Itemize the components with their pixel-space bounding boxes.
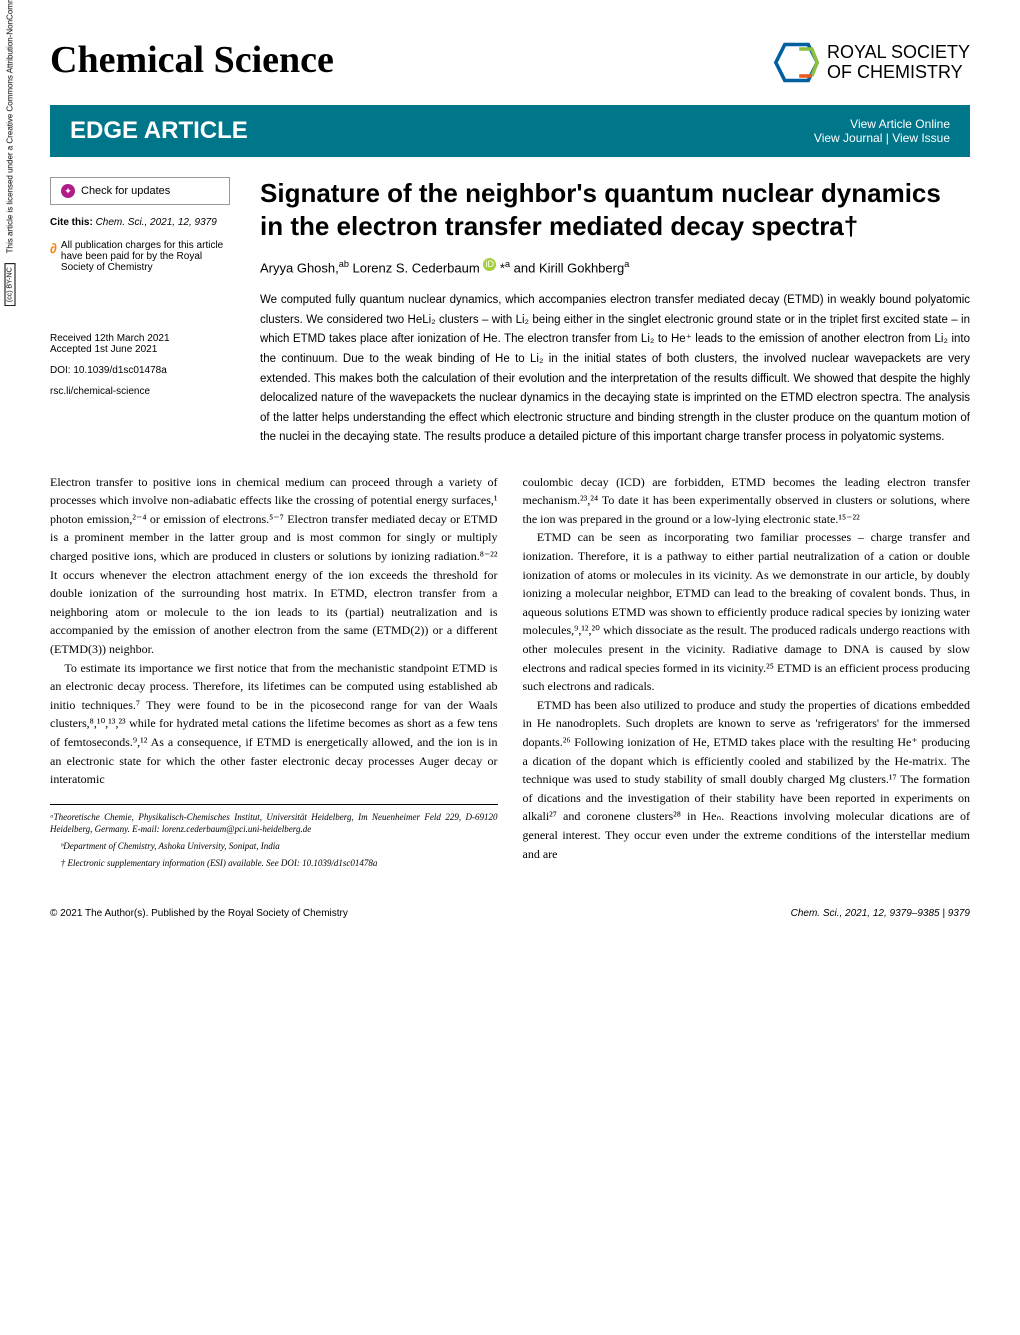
cite-label: Cite this:: [50, 217, 93, 228]
received-date: Received 12th March 2021: [50, 333, 230, 344]
copyright-text: © 2021 The Author(s). Published by the R…: [50, 908, 348, 919]
footnote-a: ᵃTheoretische Chemie, Physikalisch-Chemi…: [50, 811, 498, 836]
open-access-icon: ∂: [50, 240, 57, 256]
body-para-5: ETMD has been also utilized to produce a…: [523, 696, 971, 863]
authors-list: Aryya Ghosh,ab Lorenz S. Cederbaum iD *a…: [260, 258, 970, 275]
journal-short-link[interactable]: rsc.li/chemical-science: [50, 386, 230, 397]
footnotes-block: ᵃTheoretische Chemie, Physikalisch-Chemi…: [50, 804, 498, 869]
check-updates-label: Check for updates: [81, 185, 170, 197]
footnote-b: ᵇDepartment of Chemistry, Ashoka Univers…: [50, 840, 498, 853]
body-para-1: Electron transfer to positive ions in ch…: [50, 473, 498, 659]
doi-text: DOI: 10.1039/d1sc01478a: [50, 365, 230, 376]
body-para-2: To estimate its importance we first noti…: [50, 659, 498, 789]
body-para-3: coulombic decay (ICD) are forbidden, ETM…: [523, 473, 971, 529]
article-type-banner: EDGE ARTICLE View Article Online View Jo…: [50, 105, 970, 157]
article-body: Electron transfer to positive ions in ch…: [50, 473, 970, 873]
page-citation: Chem. Sci., 2021, 12, 9379–9385 | 9379: [791, 908, 970, 919]
article-type-label: EDGE ARTICLE: [70, 117, 248, 145]
citation-block: Cite this: Chem. Sci., 2021, 12, 9379: [50, 217, 230, 228]
publisher-name-2: OF CHEMISTRY: [827, 63, 970, 83]
journal-title: Chemical Science: [50, 40, 334, 82]
view-journal-link[interactable]: View Journal: [814, 131, 882, 145]
rsc-hexagon-icon: [774, 40, 819, 85]
license-text: This article is licensed under a Creativ…: [6, 0, 15, 253]
footnote-esi: † Electronic supplementary information (…: [50, 857, 498, 870]
article-title: Signature of the neighbor's quantum nucl…: [260, 177, 970, 242]
publisher-logo: ROYAL SOCIETY OF CHEMISTRY: [774, 40, 970, 85]
accepted-date: Accepted 1st June 2021: [50, 344, 230, 355]
publisher-name-1: ROYAL SOCIETY: [827, 43, 970, 63]
body-para-4: ETMD can be seen as incorporating two fa…: [523, 528, 971, 695]
cc-badge: (cc) BY-NC: [5, 263, 16, 306]
crossmark-icon: ✦: [61, 184, 75, 198]
oa-note-text: All publication charges for this article…: [61, 240, 230, 273]
view-issue-link[interactable]: View Issue: [892, 131, 950, 145]
cite-text: Chem. Sci., 2021, 12, 9379: [96, 217, 217, 228]
view-article-link[interactable]: View Article Online: [850, 117, 950, 131]
check-updates-button[interactable]: ✦ Check for updates: [50, 177, 230, 205]
abstract-text: We computed fully quantum nuclear dynami…: [260, 291, 970, 447]
